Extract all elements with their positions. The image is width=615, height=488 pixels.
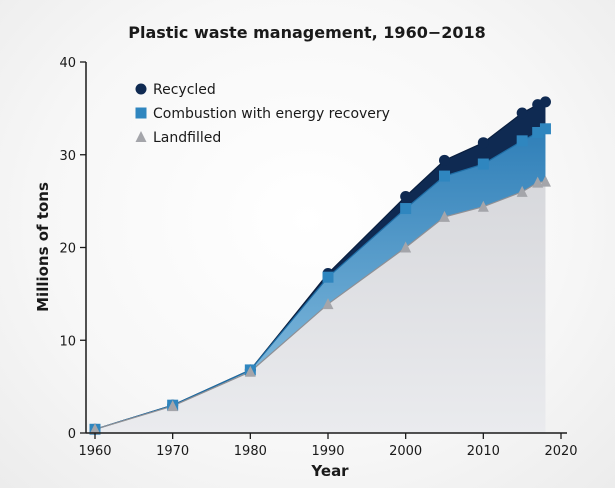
x-tick-label-2000: 2000 <box>389 444 422 459</box>
landfilled-point-2015 <box>516 185 528 197</box>
combustion-with-energy-recovery-point-2005 <box>439 170 450 182</box>
x-ticks: 1960 1970 1980 1990 2000 2010 2020 <box>78 433 578 459</box>
combustion-with-energy-recovery-line <box>94 128 546 430</box>
data-markers <box>89 96 551 435</box>
recycled-point-2005 <box>439 154 450 166</box>
y-tick-label-0: 0 <box>68 427 76 442</box>
legend-landfilled-label: Landfilled <box>153 130 221 146</box>
combustion-with-energy-recovery-point-2010 <box>477 158 489 170</box>
legend: Recycled Combustion with energy recovery L… <box>135 82 390 146</box>
combustion-with-energy-recovery-point-2000 <box>400 203 412 215</box>
recycled-point-2010 <box>477 137 489 149</box>
landfilled-point-2005 <box>439 210 450 222</box>
combustion-with-energy-recovery-point-2018 <box>539 123 551 135</box>
landfilled-point-2010 <box>477 200 489 212</box>
x-tick-label-1980: 1980 <box>234 444 267 459</box>
y-tick-label-30: 30 <box>59 149 76 164</box>
landfilled-point-1980 <box>244 365 256 377</box>
recycled-point-2018 <box>539 96 551 108</box>
y-tick-label-10: 10 <box>59 334 76 349</box>
landfilled-point-2017 <box>532 176 544 188</box>
landfilled-line <box>94 181 546 430</box>
legend-landfilled-marker <box>135 131 147 142</box>
y-axis-label: Millions of tons <box>34 182 52 312</box>
x-tick-label-1960: 1960 <box>78 444 111 459</box>
combustion-with-energy-recovery-point-2015 <box>516 135 528 147</box>
x-tick-label-2010: 2010 <box>467 444 500 459</box>
chart-title: Plastic waste management, 1960−2018 <box>128 23 486 42</box>
area-layers <box>94 101 546 433</box>
combustion-with-energy-recovery-point-2017 <box>532 126 544 138</box>
legend-recycled-label: Recycled <box>153 82 216 98</box>
recycled-area <box>95 101 546 430</box>
x-tick-label-1970: 1970 <box>156 444 189 459</box>
y-tick-label-20: 20 <box>59 242 76 257</box>
landfilled-point-1970 <box>167 400 179 412</box>
recycled-point-2015 <box>516 107 528 119</box>
legend-combustion-with-energy-recovery-label: Combustion with energy recovery <box>153 106 390 122</box>
legend-combustion-with-energy-recovery-marker <box>135 107 147 119</box>
landfilled-point-2018 <box>539 175 551 187</box>
landfilled-area <box>95 181 546 433</box>
y-ticks: 0 10 20 30 40 <box>59 56 86 442</box>
x-tick-label-1990: 1990 <box>311 444 344 459</box>
landfilled-point-1960 <box>89 423 101 435</box>
combustion-with-energy-recovery-point-1990 <box>322 271 334 283</box>
legend-recycled-marker <box>135 83 147 95</box>
x-tick-label-2020: 2020 <box>544 444 577 459</box>
recycled-point-2000 <box>400 190 412 202</box>
combustion-area <box>95 128 546 430</box>
y-tick-label-40: 40 <box>59 56 76 71</box>
landfilled-point-2000 <box>400 241 412 253</box>
landfilled-point-1990 <box>322 298 334 310</box>
x-axis-label: Year <box>310 462 349 480</box>
